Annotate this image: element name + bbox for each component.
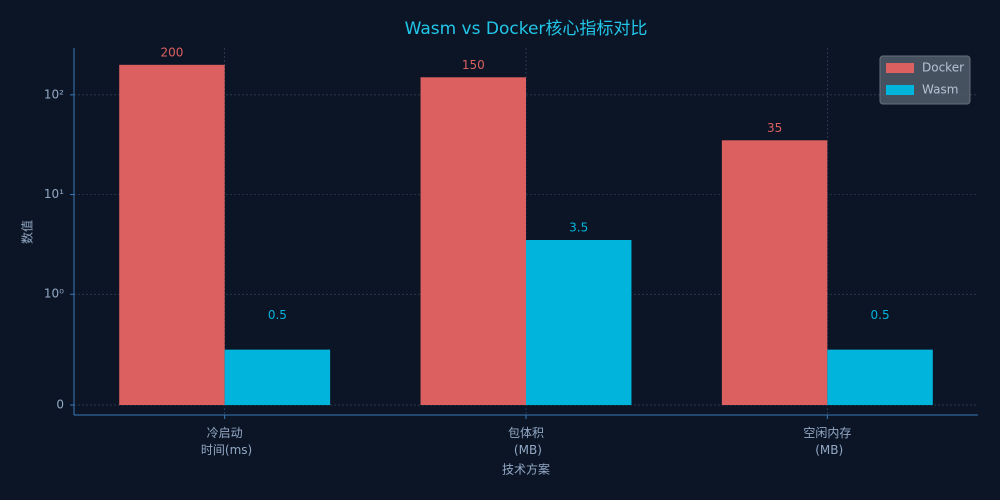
value-label: 0.5 — [268, 308, 287, 322]
bar — [224, 349, 331, 406]
y-tick-label: 10² — [44, 87, 64, 101]
chart-title: Wasm vs Docker核心指标对比 — [405, 19, 648, 39]
legend-label: Wasm — [922, 83, 958, 97]
legend-swatch — [886, 63, 914, 73]
y-tick-label: 10¹ — [44, 187, 64, 201]
bar — [827, 349, 933, 406]
x-tick-label: 空闲内存 (MB) — [803, 426, 851, 457]
value-label: 150 — [462, 58, 485, 72]
bar — [420, 77, 526, 406]
value-label: 200 — [160, 45, 183, 59]
value-label: 0.5 — [871, 308, 890, 322]
legend-label: Docker — [922, 61, 964, 75]
value-label: 35 — [767, 121, 782, 135]
x-tick-label: 包体积 (MB) — [508, 426, 544, 457]
x-axis-label: 技术方案 — [502, 462, 550, 477]
bar — [119, 64, 225, 406]
x-tick-label: 冷启动 时间(ms) — [197, 426, 252, 457]
y-axis-label: 数值 — [20, 220, 35, 244]
bar — [526, 240, 632, 406]
legend-swatch — [886, 85, 914, 95]
bar — [721, 140, 828, 406]
value-label: 3.5 — [569, 221, 588, 235]
y-tick-label: 0 — [56, 398, 64, 412]
y-tick-label: 10⁰ — [44, 287, 64, 301]
